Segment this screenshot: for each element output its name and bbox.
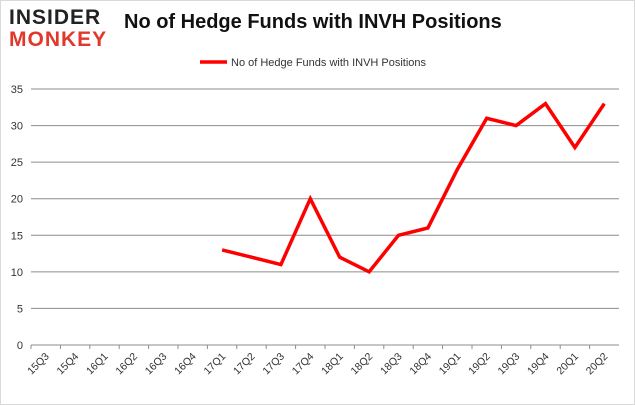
- y-tick-label: 25: [11, 157, 23, 169]
- x-tick-label: 17Q1: [202, 351, 229, 378]
- y-tick-label: 10: [11, 267, 23, 279]
- x-tick-label: 16Q1: [84, 351, 111, 378]
- x-tick-label: 19Q4: [525, 351, 552, 378]
- x-tick-label: 20Q1: [554, 351, 581, 378]
- y-tick-label: 20: [11, 194, 23, 206]
- logo-line1: INSIDER: [9, 6, 102, 29]
- x-tick-label: 19Q2: [466, 351, 493, 378]
- legend-label: No of Hedge Funds with INVH Positions: [231, 57, 427, 69]
- x-tick-label: 19Q3: [496, 351, 523, 378]
- x-tick-label: 18Q2: [349, 351, 376, 378]
- x-tick-label: 16Q2: [113, 351, 140, 378]
- logo-line2: MONKEY: [9, 28, 108, 51]
- x-tick-label: 15Q4: [55, 351, 82, 378]
- y-tick-label: 5: [17, 303, 23, 315]
- x-tick-label: 17Q2: [231, 351, 258, 378]
- x-tick-label: 18Q1: [319, 351, 346, 378]
- series-line: [221, 101, 606, 275]
- x-tick-label: 15Q3: [25, 351, 52, 378]
- y-tick-label: 35: [11, 84, 23, 96]
- chart-title: No of Hedge Funds with INVH Positions: [124, 11, 502, 33]
- x-tick-label: 17Q4: [290, 351, 317, 378]
- y-tick-label: 15: [11, 230, 23, 242]
- x-tick-label: 17Q3: [260, 351, 287, 378]
- y-tick-label: 0: [17, 340, 23, 352]
- x-tick-label: 18Q4: [407, 351, 434, 378]
- x-tick-label: 20Q2: [584, 351, 611, 378]
- x-tick-label: 19Q1: [437, 351, 464, 378]
- x-tick-label: 18Q3: [378, 351, 405, 378]
- x-tick-label: 16Q3: [143, 351, 170, 378]
- x-tick-label: 16Q4: [172, 351, 199, 378]
- insider-monkey-logo: INSIDER MONKEY: [9, 7, 119, 53]
- y-tick-label: 30: [11, 121, 23, 133]
